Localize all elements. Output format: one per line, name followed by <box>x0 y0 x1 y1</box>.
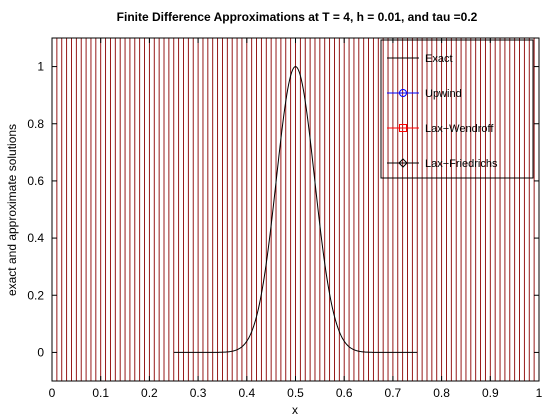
x-axis-label: x <box>292 403 298 417</box>
legend-label: Exact <box>425 53 453 65</box>
x-tick-label: 0.2 <box>141 386 158 400</box>
x-tick-label: 0.8 <box>433 386 450 400</box>
x-tick-label: 0.7 <box>385 386 402 400</box>
y-axis: 0 0.2 0.4 0.6 0.8 1 <box>27 60 539 359</box>
x-tick-label: 1 <box>536 386 543 400</box>
exact-solution-line <box>173 66 418 353</box>
x-axis: 0 0.1 0.2 0.3 0.4 0.5 0.6 0.7 0.8 0.9 1 <box>49 38 543 400</box>
x-tick-label: 0.9 <box>482 386 499 400</box>
approximation-lines <box>51 38 540 381</box>
y-tick-label: 0.6 <box>27 174 44 188</box>
y-axis-label: exact and approximate solutions <box>5 124 19 296</box>
y-tick-label: 0.2 <box>27 288 44 302</box>
x-tick-label: 0 <box>49 386 56 400</box>
y-tick-label: 0.8 <box>27 117 44 131</box>
y-tick-label: 1 <box>37 60 44 74</box>
legend-marker-circle <box>399 89 407 97</box>
x-tick-label: 0.4 <box>238 386 255 400</box>
legend-label: Lax−Wendroff <box>425 123 494 135</box>
chart-title: Finite Difference Approximations at T = … <box>117 10 478 24</box>
legend-label: Upwind <box>425 88 462 100</box>
legend-box <box>380 39 534 179</box>
y-tick-label: 0.4 <box>27 231 44 245</box>
legend-label: Lax−Friedrichs <box>425 158 498 170</box>
x-tick-label: 0.6 <box>336 386 353 400</box>
x-tick-label: 0.5 <box>287 386 304 400</box>
legend: Exact Upwind Lax−Wendroff Lax−Friedrichs <box>380 39 534 179</box>
x-tick-label: 0.3 <box>190 386 207 400</box>
legend-marker-diamond <box>398 158 408 168</box>
y-tick-label: 0 <box>37 345 44 359</box>
legend-marker-square <box>399 124 407 132</box>
x-tick-label: 0.1 <box>92 386 109 400</box>
